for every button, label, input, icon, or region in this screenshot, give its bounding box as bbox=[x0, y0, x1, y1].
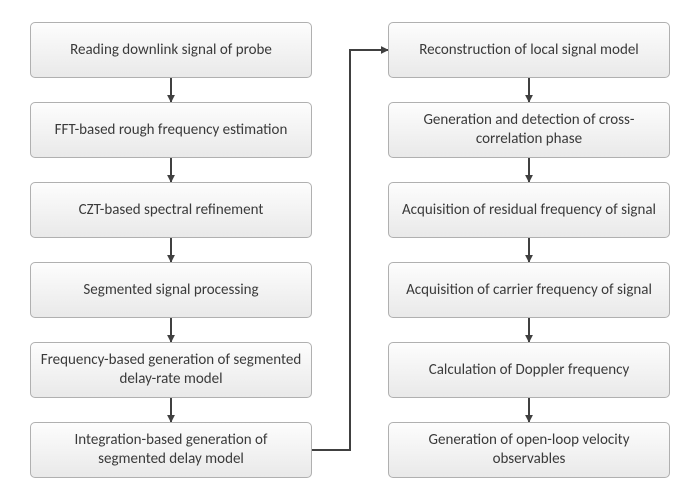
flowchart-canvas: Reading downlink signal of probe FFT-base… bbox=[0, 0, 700, 502]
flowchart-node: Frequency-based generation of segmented … bbox=[30, 342, 312, 398]
flowchart-node-label: Frequency-based generation of segmented … bbox=[39, 351, 303, 389]
flowchart-node-label: Calculation of Doppler frequency bbox=[429, 361, 630, 380]
flowchart-node-label: Acquisition of residual frequency of sig… bbox=[402, 201, 656, 220]
flowchart-node-label: CZT-based spectral refinement bbox=[79, 201, 264, 220]
flowchart-node: Generation and detection of cross-correl… bbox=[388, 102, 670, 158]
flowchart-node-label: Reconstruction of local signal model bbox=[419, 41, 639, 60]
flowchart-node: Calculation of Doppler frequency bbox=[388, 342, 670, 398]
flowchart-node-label: Segmented signal processing bbox=[83, 281, 258, 300]
flowchart-edge bbox=[312, 50, 388, 450]
flowchart-node: FFT-based rough frequency estimation bbox=[30, 102, 312, 158]
flowchart-node: Integration-based generation of segmente… bbox=[30, 422, 312, 478]
flowchart-node: Reading downlink signal of probe bbox=[30, 22, 312, 78]
flowchart-node: Acquisition of carrier frequency of sign… bbox=[388, 262, 670, 318]
flowchart-node-label: Acquisition of carrier frequency of sign… bbox=[406, 281, 652, 300]
flowchart-node-label: FFT-based rough frequency estimation bbox=[55, 121, 288, 140]
flowchart-node: Segmented signal processing bbox=[30, 262, 312, 318]
flowchart-node-label: Reading downlink signal of probe bbox=[70, 41, 272, 60]
flowchart-node: CZT-based spectral refinement bbox=[30, 182, 312, 238]
flowchart-node: Reconstruction of local signal model bbox=[388, 22, 670, 78]
flowchart-node-label: Generation and detection of cross-correl… bbox=[397, 111, 661, 149]
flowchart-node-label: Integration-based generation of segmente… bbox=[39, 431, 303, 469]
flowchart-node: Generation of open-loop velocity observa… bbox=[388, 422, 670, 478]
flowchart-node-label: Generation of open-loop velocity observa… bbox=[397, 431, 661, 469]
flowchart-node: Acquisition of residual frequency of sig… bbox=[388, 182, 670, 238]
